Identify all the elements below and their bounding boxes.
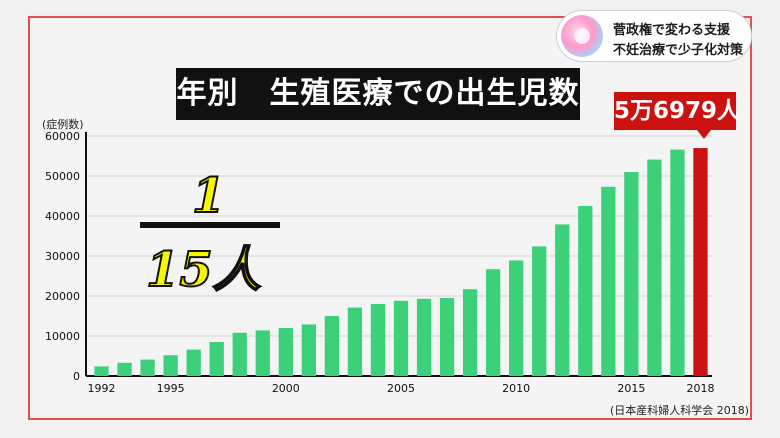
y-axis-label: (症例数) [42,118,84,131]
news-badge: 菅政権で変わる支援 不妊治療で少子化対策 [556,10,752,62]
bar [416,298,432,376]
badge-headline: 菅政権で変わる支援 [613,23,731,38]
bar [370,304,386,376]
y-tick-label: 50000 [45,170,80,183]
callout-pointer [697,130,711,139]
bar [670,149,685,376]
y-tick-label: 60000 [45,130,80,143]
x-tick-label: 1992 [88,382,116,395]
y-tick-label: 40000 [45,210,80,223]
ratio-annotation: 1 15人 [136,162,286,302]
ratio-divider [140,222,280,228]
y-tick-label: 10000 [45,330,80,343]
source-note: (日本産科婦人科学会 2018) [610,404,750,417]
bar [347,307,363,376]
bar [278,328,293,376]
bar [601,186,616,376]
y-tick-label: 20000 [45,290,80,303]
bar [393,300,409,376]
x-tick-label: 2000 [272,382,300,395]
ratio-numerator: 1 [191,167,226,225]
x-tick-label: 2018 [686,382,714,395]
x-tick-label: 1995 [157,382,185,395]
bar [117,362,132,376]
bar [140,359,155,376]
badge-subheadline: 不妊治療で少子化対策 [613,43,744,58]
ratio-denominator: 15人 [145,241,262,299]
highlight-callout: 5万6979人 [614,92,740,130]
y-tick-label: 0 [73,370,80,383]
bar [186,349,201,376]
bar [232,332,247,376]
chart-title: 年別 生殖医療での出生児数 [176,68,580,120]
bar [647,159,662,376]
bar [439,298,455,376]
bar [324,316,340,376]
x-tick-label: 2010 [502,382,530,395]
bar [509,260,524,376]
x-tick-label: 2015 [617,382,645,395]
bar [255,330,270,376]
bar [163,355,178,376]
bar [578,206,593,376]
bar [486,269,501,376]
x-tick-label: 2005 [387,382,415,395]
bar [301,324,316,376]
bar [462,289,478,376]
bar [624,172,639,376]
bar [209,342,224,376]
bar [555,224,570,376]
ribbon-logo-icon [561,15,603,57]
bar-highlight [693,148,708,376]
y-tick-label: 30000 [45,250,80,263]
bar [532,246,547,376]
bar [94,366,109,376]
